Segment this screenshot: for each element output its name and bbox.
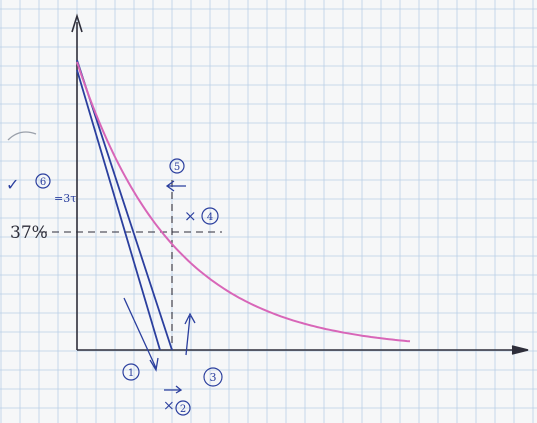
tangent-line-inner xyxy=(76,69,161,351)
step1-arrow xyxy=(123,297,159,372)
eq-3tau-note: =3τ xyxy=(54,192,76,205)
svg-text:1: 1 xyxy=(128,368,134,379)
step3-arrow xyxy=(184,312,196,356)
svg-text:2: 2 xyxy=(180,404,186,415)
pencil-arrows xyxy=(123,180,196,394)
step1-badge: 1 xyxy=(122,363,140,381)
y-axis-arrow xyxy=(71,13,83,33)
step6-badge: 6 xyxy=(35,173,51,189)
svg-text:5: 5 xyxy=(174,162,180,173)
step2-badge: 2 xyxy=(175,400,191,416)
axes xyxy=(71,13,529,355)
x-axis-arrow xyxy=(511,345,529,355)
step4-badge: 4 xyxy=(201,207,219,225)
step2-arrow xyxy=(164,385,183,394)
x-mark-2: × xyxy=(163,398,175,414)
level-guides xyxy=(40,180,222,350)
step5-arrow xyxy=(165,180,186,192)
decay-curve xyxy=(76,61,411,343)
svg-text:6: 6 xyxy=(40,177,46,188)
pencil-mark xyxy=(7,131,37,141)
pct-37-label: 37% xyxy=(10,223,48,243)
svg-text:3: 3 xyxy=(210,371,217,384)
step5-badge: 5 xyxy=(169,158,185,174)
svg-text:4: 4 xyxy=(207,212,213,223)
check-mark: ✓ xyxy=(6,175,19,194)
x-mark-4: × xyxy=(184,207,197,225)
step3-badge: 3 xyxy=(203,367,223,387)
